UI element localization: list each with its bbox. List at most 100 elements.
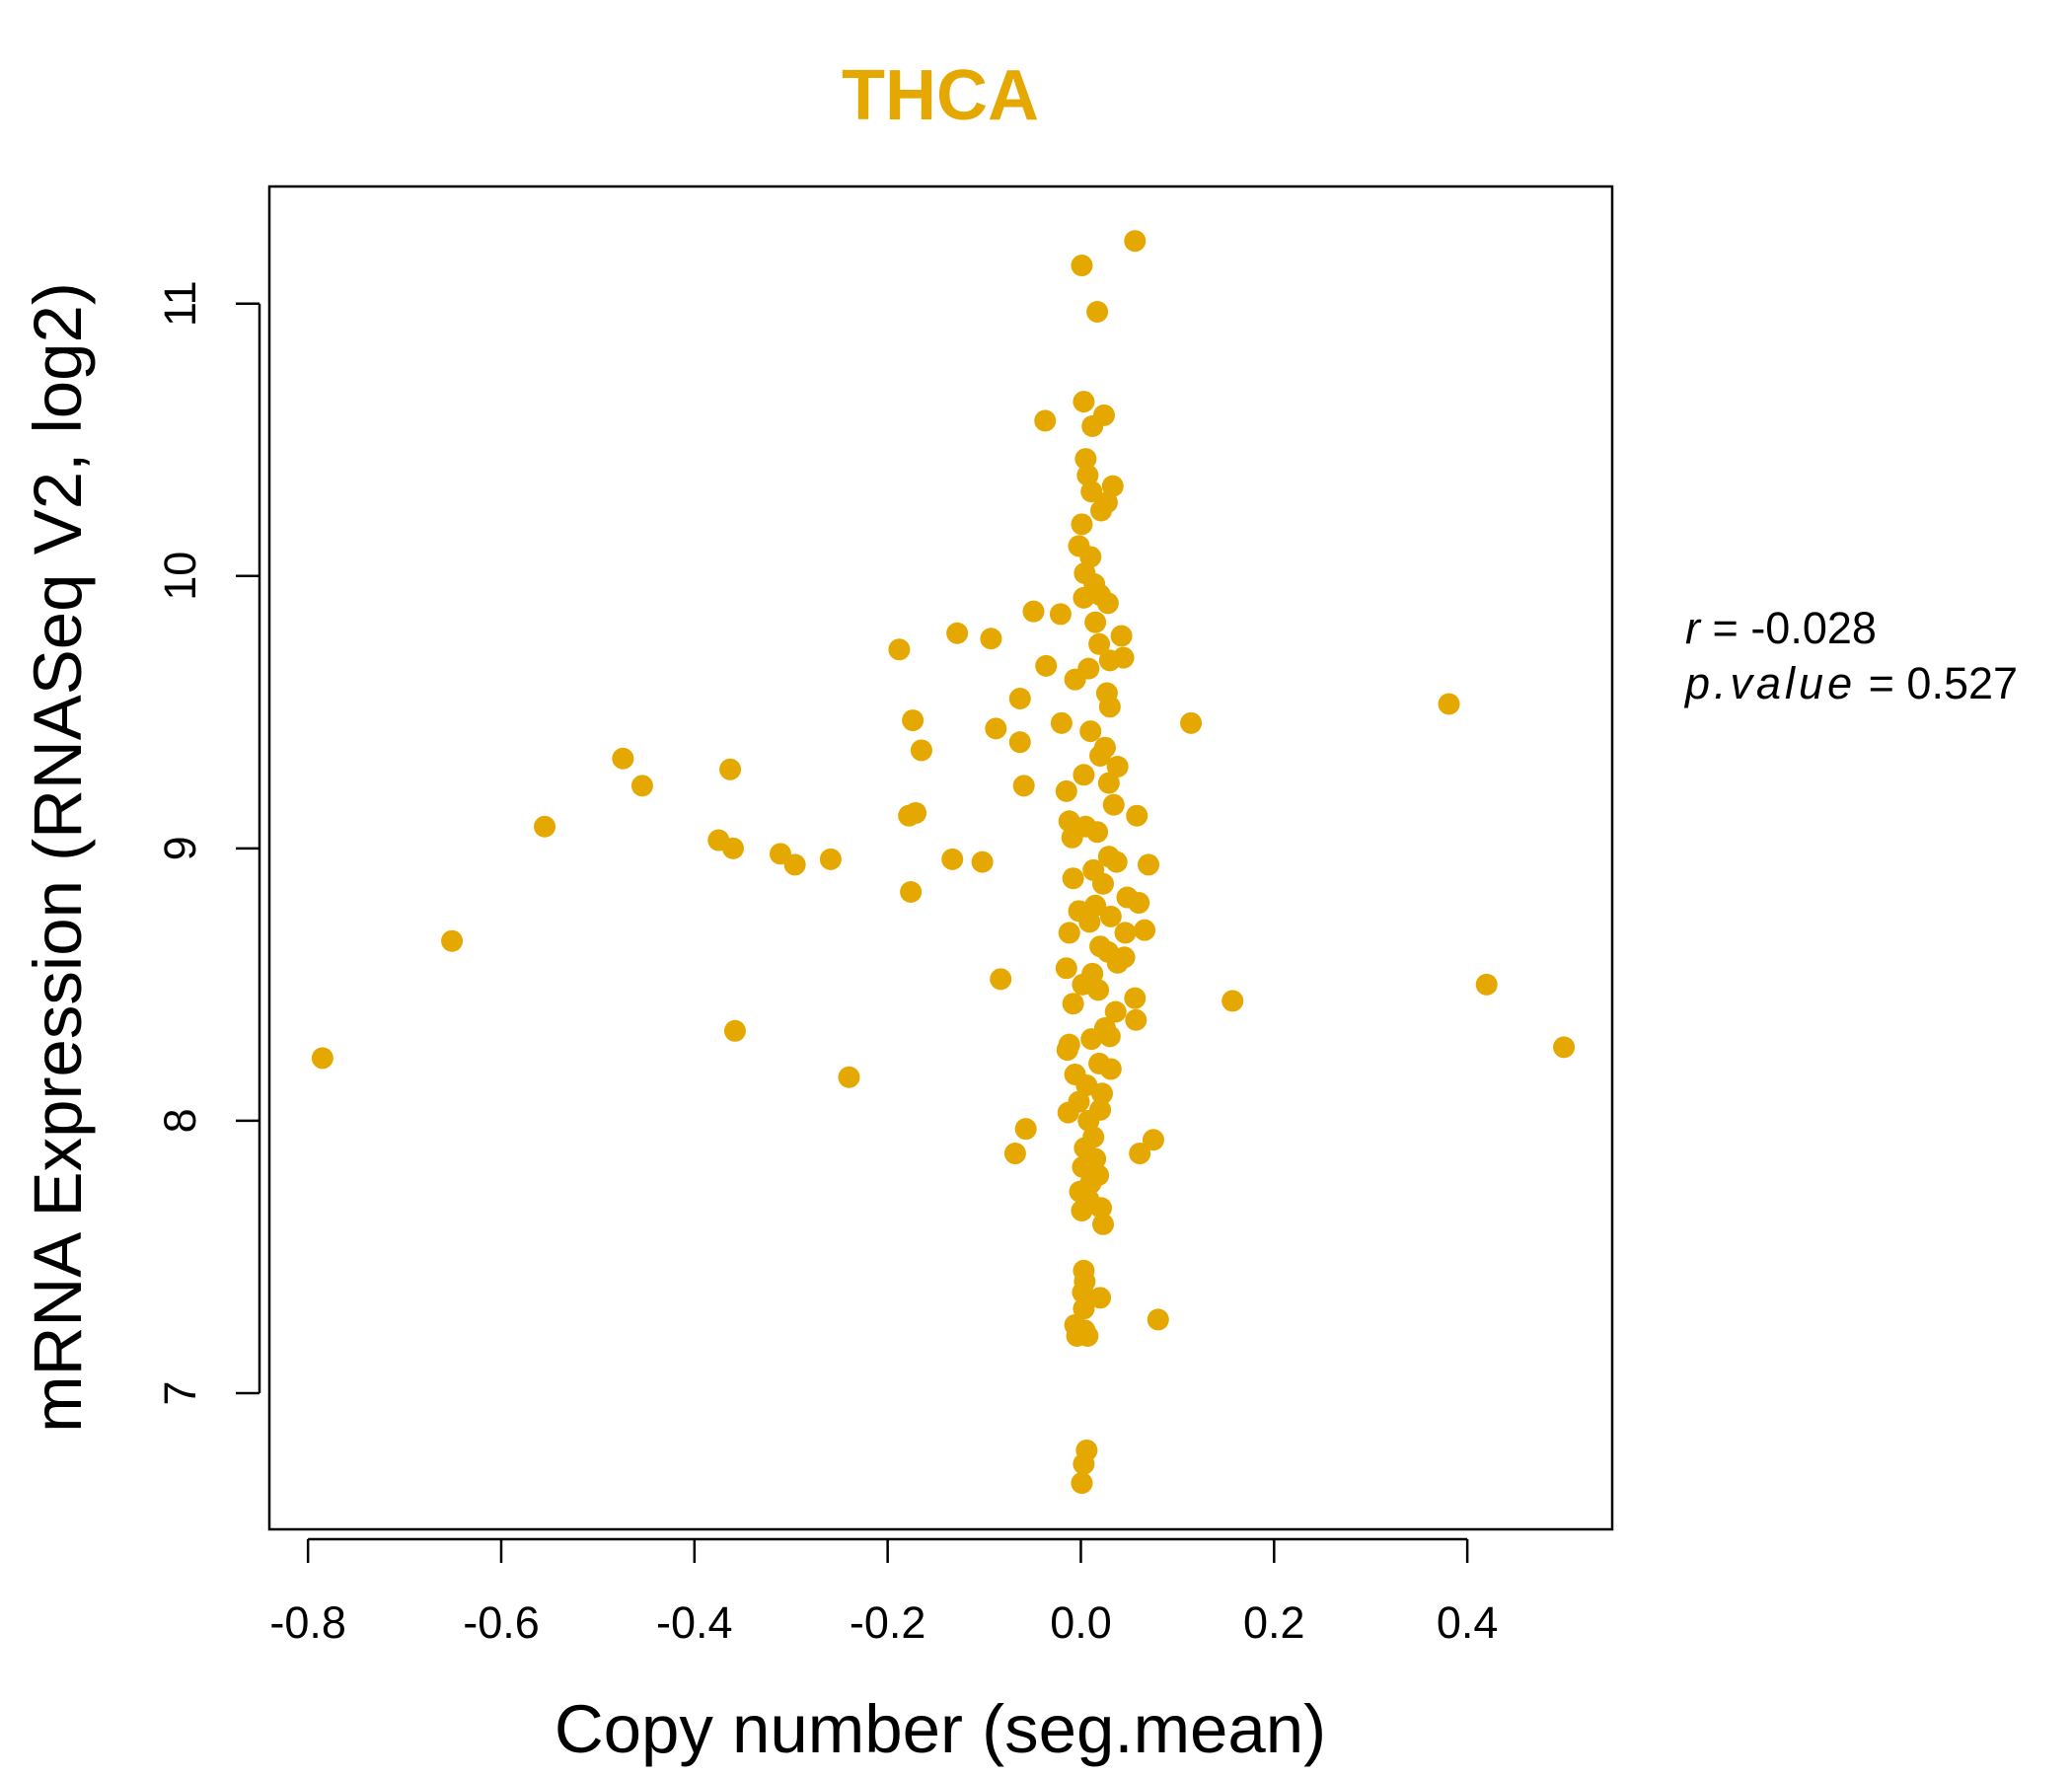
y-tick-label: 8 [155,1108,205,1133]
data-point [1126,804,1148,827]
data-point [1071,255,1093,277]
data-point [1180,711,1203,734]
svg-text:p.value = 0.527: p.value = 0.527 [1683,658,2018,708]
x-axis-title: Copy number (seg.mean) [555,1691,1326,1767]
p-value: 0.527 [1906,658,2018,708]
data-point [980,628,1002,650]
data-point [1014,1118,1037,1141]
plot-area-frame [267,185,1614,1531]
data-point [946,622,969,644]
data-point [1142,1129,1164,1151]
r-equals: = [1713,603,1751,653]
data-point [1058,810,1080,833]
data-point [1084,611,1107,633]
x-tick-label: -0.6 [463,1597,540,1648]
data-point [1110,625,1133,647]
data-point [1022,600,1045,623]
data-point [1087,979,1110,1001]
r-value: -0.028 [1750,603,1877,653]
data-point [1081,414,1104,437]
r-label: r [1685,603,1702,653]
data-point [1095,491,1118,514]
data-point [1098,649,1121,672]
data-point [1438,693,1460,715]
data-point [1125,1008,1147,1031]
data-point [1057,1101,1079,1124]
data-point [1050,711,1073,734]
y-tick-label: 9 [155,836,205,860]
data-point [1475,973,1498,996]
data-point [1099,1058,1122,1080]
data-point [1008,688,1031,710]
data-point [819,848,842,870]
data-point [1071,1472,1093,1495]
data-point [1134,919,1156,941]
data-point [1071,513,1093,536]
data-point [1074,448,1097,471]
data-point [534,815,556,838]
data-point [1076,464,1099,486]
data-point [1101,475,1124,497]
data-point [1089,584,1112,607]
x-tick-label: 0.2 [1243,1597,1305,1648]
data-point [900,881,923,904]
data-point [1012,775,1035,797]
data-point [1124,230,1147,253]
data-point [1080,481,1103,503]
data-point [1129,1143,1151,1165]
x-tick-label: -0.2 [850,1597,926,1648]
data-point [1049,603,1072,626]
data-point [1138,853,1160,876]
data-point [888,638,911,661]
data-point [1091,1082,1114,1105]
chart-title: THCA [842,56,1039,135]
y-tick-label: 7 [155,1380,205,1405]
data-point [1058,922,1080,944]
x-tick-label: -0.4 [656,1597,733,1648]
y-tick-label: 10 [155,552,205,601]
stats-annotation: r = -0.028 p.value = 0.527 [1683,603,2018,708]
data-point [1099,905,1122,927]
data-point [1073,1452,1095,1475]
data-point [1066,1324,1088,1347]
data-point [723,1019,746,1042]
data-point [1098,1025,1121,1048]
data-point [441,929,464,952]
data-point [990,968,1012,991]
data-point [1062,993,1084,1015]
data-point [1064,668,1086,691]
data-point [1147,1308,1169,1331]
data-point [721,837,744,859]
data-point [1104,1000,1127,1023]
data-point [1073,1297,1095,1320]
p-equals: = [1869,658,1907,708]
data-points [311,230,1576,1495]
data-point [311,1047,333,1070]
data-point [1061,826,1083,849]
data-point [1098,696,1121,718]
data-point [1106,756,1129,778]
x-tick-label: -0.8 [269,1597,346,1648]
data-point [1105,851,1128,873]
x-axis: -0.8 -0.6 -0.4 -0.2 0.0 0.2 0.4 [269,1537,1498,1648]
data-point [1055,779,1077,802]
data-point [1073,764,1095,786]
data-point [1102,793,1125,816]
data-point [1056,1039,1078,1062]
data-point [1008,731,1031,754]
data-point [1071,1200,1093,1222]
data-point [838,1066,860,1088]
data-point [1055,957,1077,980]
svg-text:r = -0.028: r = -0.028 [1685,603,1877,653]
data-point [985,717,1007,740]
data-point [1124,987,1147,1009]
y-tick-label: 11 [155,280,205,327]
data-point [1003,1143,1026,1165]
y-axis-title: mRNA Expression (RNASeq V2, log2) [20,282,96,1433]
data-point [971,851,994,873]
data-point [1553,1036,1576,1059]
data-point [1072,1281,1094,1303]
data-point [1221,990,1244,1012]
data-point [1079,546,1102,568]
